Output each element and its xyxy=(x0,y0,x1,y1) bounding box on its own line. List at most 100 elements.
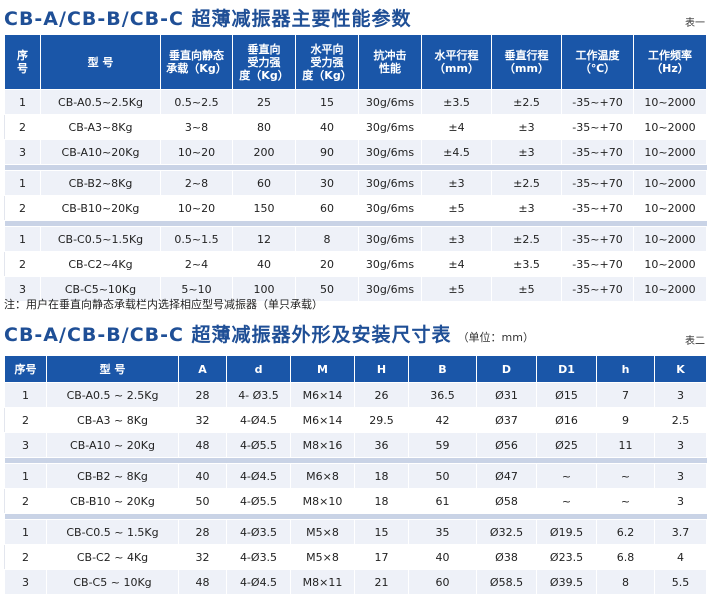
table-cell: 40 xyxy=(295,114,359,140)
table-cell: 50 xyxy=(408,463,477,489)
table-cell: 0.5~1.5 xyxy=(160,226,233,252)
header-horizontal-travel: 水平行程 （mm） xyxy=(421,34,492,90)
header-model: 型 号 xyxy=(40,34,161,90)
separator-cell xyxy=(4,457,707,464)
table-row: 1 CB-A0.5 ~ 2.5Kg 28 4- Ø3.5 M6×14 26 36.5 Ø31 Ø… xyxy=(4,382,707,408)
table-cell: M6×14 xyxy=(290,382,355,408)
table-cell: Ø15 xyxy=(536,382,597,408)
table-cell: -35~+70 xyxy=(561,251,634,277)
table-cell: M5×8 xyxy=(290,519,355,545)
table-cell: 10~20 xyxy=(160,139,233,165)
table-cell: 3 xyxy=(4,432,47,458)
table-cell: ±4.5 xyxy=(421,139,492,165)
table-cell: 1 xyxy=(4,519,47,545)
table-cell: 28 xyxy=(178,519,227,545)
table-cell: ±4 xyxy=(421,251,492,277)
header-d: d xyxy=(226,355,291,383)
table-cell: -35~+70 xyxy=(561,89,634,115)
table-cell: ±5 xyxy=(421,276,492,302)
table-cell: Ø58 xyxy=(476,488,537,514)
table-cell: 30g/6ms xyxy=(358,89,422,115)
table-cell: -35~+70 xyxy=(561,195,634,221)
separator-cell xyxy=(4,220,707,227)
table1-note: 注：用户在垂直向静态承载栏内选择相应型号减振器（单只承载） xyxy=(4,298,323,311)
table-cell: 30g/6ms xyxy=(358,170,422,196)
table-row: 2 CB-B10 ~ 20Kg 50 4-Ø5.5 M8×10 18 61 Ø58 ~ ~3 xyxy=(4,488,707,514)
table-cell: 15 xyxy=(295,89,359,115)
header-index: 序号 xyxy=(4,34,41,90)
header-horizontal-strength: 水平向 受力强 度（Kg） xyxy=(295,34,359,90)
table-cell: -35~+70 xyxy=(561,276,634,302)
table-cell: ±3 xyxy=(491,195,562,221)
table-cell: 4-Ø3.5 xyxy=(226,519,291,545)
table-cell: 36 xyxy=(354,432,409,458)
table-cell: CB-A3~8Kg xyxy=(40,114,161,140)
table-cell: Ø37 xyxy=(476,407,537,433)
table-cell: 26 xyxy=(354,382,409,408)
table-cell: Ø32.5 xyxy=(476,519,537,545)
group-separator xyxy=(4,513,707,520)
table-cell: CB-A10~20Kg xyxy=(40,139,161,165)
header-model: 型 号 xyxy=(46,355,179,383)
header-m: M xyxy=(290,355,355,383)
table-cell: 18 xyxy=(354,488,409,514)
header-static-load: 垂直向静态 承载（Kg） xyxy=(160,34,233,90)
table-row: 1 CB-B2~8Kg 2~8 60 30 30g/6ms ±3 ±2.5 -35~+70 10~… xyxy=(4,170,707,196)
table-cell: 61 xyxy=(408,488,477,514)
group-separator xyxy=(4,457,707,464)
table-cell: CB-C2 ~ 4Kg xyxy=(46,544,179,570)
table-cell: 30g/6ms xyxy=(358,114,422,140)
table-cell: M8×11 xyxy=(290,569,355,595)
table-cell: 50 xyxy=(178,488,227,514)
table-cell: ±2.5 xyxy=(491,226,562,252)
table-cell: 2.5 xyxy=(654,407,707,433)
table-row: 2 CB-A3~8Kg 3~8 80 40 30g/6ms ±4 ±3 -35~+70 10~20… xyxy=(4,114,707,140)
table-cell: 7 xyxy=(596,382,655,408)
table-cell: -35~+70 xyxy=(561,226,634,252)
table-cell: 15 xyxy=(354,519,409,545)
header-h-upper: H xyxy=(354,355,409,383)
table-cell: 4-Ø4.5 xyxy=(226,463,291,489)
table-cell: ±3.5 xyxy=(491,251,562,277)
table-cell: 3 xyxy=(4,276,41,302)
table-cell: 17 xyxy=(354,544,409,570)
table-cell: 2 xyxy=(4,488,47,514)
table-cell: 40 xyxy=(178,463,227,489)
table-cell: 8 xyxy=(596,569,655,595)
header-shock: 抗冲击 性能 xyxy=(358,34,422,90)
table-row: 1 CB-C0.5 ~ 1.5Kg 28 4-Ø3.5 M5×8 15 35 Ø32.5 Ø19… xyxy=(4,519,707,545)
table-cell: 29.5 xyxy=(354,407,409,433)
table-cell: 10~2000 xyxy=(633,114,707,140)
table-cell: ±5 xyxy=(421,195,492,221)
table-cell: 4-Ø5.5 xyxy=(226,432,291,458)
table-cell: Ø23.5 xyxy=(536,544,597,570)
table-cell: Ø19.5 xyxy=(536,519,597,545)
table-cell: 59 xyxy=(408,432,477,458)
table-cell: -35~+70 xyxy=(561,114,634,140)
table-cell: -35~+70 xyxy=(561,139,634,165)
table-row: 1 CB-B2 ~ 8Kg 40 4-Ø4.5 M6×8 18 50 Ø47 ~ ~3 xyxy=(4,463,707,489)
table-cell: Ø31 xyxy=(476,382,537,408)
table-cell: M6×8 xyxy=(290,463,355,489)
table-cell: 3 xyxy=(654,432,707,458)
table-cell: 32 xyxy=(178,544,227,570)
table-cell: 10~2000 xyxy=(633,276,707,302)
header-h-lower: h xyxy=(596,355,655,383)
table-cell: Ø56 xyxy=(476,432,537,458)
table-cell: CB-A0.5 ~ 2.5Kg xyxy=(46,382,179,408)
table-cell: 4-Ø3.5 xyxy=(226,544,291,570)
table-cell: ±3 xyxy=(491,139,562,165)
table-cell: 10~2000 xyxy=(633,195,707,221)
table-cell: 4 xyxy=(654,544,707,570)
table-cell: ~ xyxy=(536,488,597,514)
table-cell: ±3.5 xyxy=(421,89,492,115)
table-cell: 20 xyxy=(295,251,359,277)
header-index: 序号 xyxy=(4,355,47,383)
header-frequency: 工作频率 （Hz） xyxy=(633,34,707,90)
table-cell: -35~+70 xyxy=(561,170,634,196)
table-cell: CB-C5~10Kg xyxy=(40,276,161,302)
table-row: 1 CB-C0.5~1.5Kg 0.5~1.5 12 8 30g/6ms ±3 ±2.5 -35… xyxy=(4,226,707,252)
table-cell: 3 xyxy=(4,569,47,595)
table-cell: M8×16 xyxy=(290,432,355,458)
separator-cell xyxy=(4,513,707,520)
